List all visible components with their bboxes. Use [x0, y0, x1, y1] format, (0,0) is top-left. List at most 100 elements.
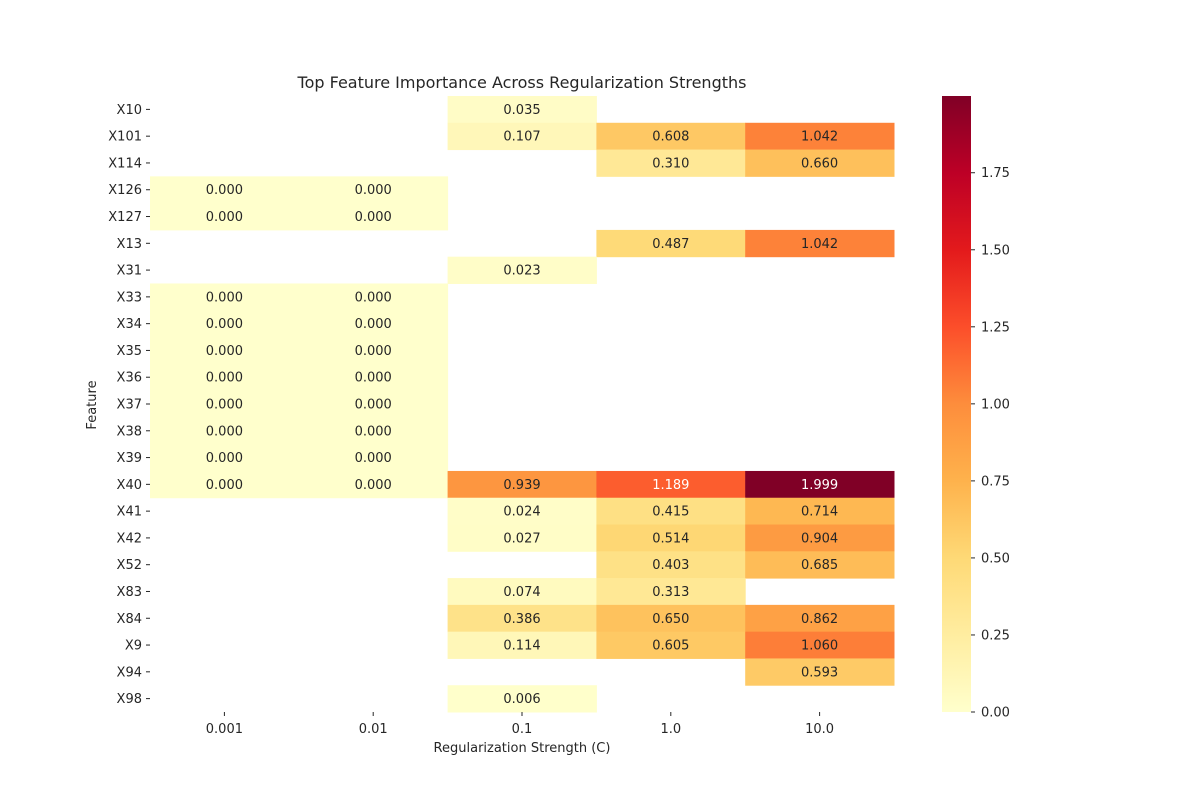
- x-tick-label: 0.1: [512, 722, 533, 737]
- cell-value-label: 0.605: [652, 639, 689, 654]
- heatmap-cell: [596, 551, 746, 579]
- y-tick-label: X126: [108, 183, 142, 198]
- cell-value-label: 0.000: [355, 344, 392, 359]
- colorbar: 0.00 0.25 0.50 0.75 1.00 1.25 1.50 1.75: [942, 96, 1010, 721]
- heatmap-cell: [447, 524, 597, 552]
- heatmap-cell: [596, 578, 746, 606]
- heatmap-cell: [298, 337, 449, 365]
- cell-value-label: 0.000: [206, 183, 243, 198]
- cell-value-label: 0.000: [206, 317, 243, 332]
- heatmap-cell: [298, 390, 449, 418]
- y-tick-label: X114: [108, 156, 142, 171]
- y-tick-label: X38: [117, 424, 142, 439]
- cell-value-label: 0.000: [206, 398, 243, 413]
- heatmap-cell: [596, 470, 746, 499]
- heatmap-cell: [298, 363, 449, 392]
- colorbar-tick-label: 0.25: [981, 628, 1010, 643]
- cell-value-label: 0.114: [503, 639, 540, 654]
- heatmap-cell: [447, 604, 597, 633]
- heatmap-cell: [447, 256, 597, 284]
- y-tick-label: X84: [117, 612, 142, 627]
- heatmap-cell: [150, 470, 300, 499]
- heatmap-cell: [745, 551, 895, 579]
- colorbar-tick-label: 1.00: [981, 397, 1010, 412]
- x-tick-label: 0.001: [206, 722, 243, 737]
- cell-value-label: 0.650: [652, 612, 689, 627]
- x-axis-ticks: 0.001 0.01 0.1 1.0 10.0: [206, 712, 834, 737]
- cell-value-label: 0.939: [503, 478, 540, 493]
- heatmap-cell: [596, 149, 746, 177]
- heatmap-cell: [150, 417, 300, 445]
- chart-title: Top Feature Importance Across Regulariza…: [297, 73, 747, 92]
- heatmap-cell: [596, 229, 746, 258]
- cell-value-label: 0.403: [652, 558, 689, 573]
- heatmap-cell: [298, 203, 449, 231]
- heatmap-cell: [298, 176, 449, 204]
- colorbar-tick-label: 1.75: [981, 166, 1010, 181]
- cell-value-label: 0.000: [355, 424, 392, 439]
- colorbar-ticks: 0.00 0.25 0.50 0.75 1.00 1.25 1.50 1.75: [971, 166, 1010, 721]
- colorbar-gradient: [942, 96, 971, 712]
- heatmap-cell: [745, 122, 895, 151]
- cell-value-label: 0.000: [355, 451, 392, 466]
- y-tick-label: X31: [117, 264, 142, 279]
- y-tick-label: X42: [117, 531, 142, 546]
- y-axis-label: Feature: [85, 380, 100, 429]
- heatmap-cells: 0.035 0.107 0.608 1.042 0.310 0.660 0.000 0.000…: [150, 96, 895, 713]
- heatmap-cell: [447, 685, 597, 713]
- cell-value-label: 1.042: [801, 237, 838, 252]
- cell-value-label: 0.685: [801, 558, 838, 573]
- y-tick-label: X36: [117, 371, 142, 386]
- y-tick-label: X10: [117, 103, 142, 118]
- y-tick-label: X37: [117, 398, 142, 413]
- cell-value-label: 0.000: [206, 451, 243, 466]
- cell-value-label: 0.487: [652, 237, 689, 252]
- cell-value-label: 1.042: [801, 130, 838, 145]
- y-tick-label: X40: [117, 478, 142, 493]
- heatmap-cell: [150, 310, 300, 338]
- cell-value-label: 0.000: [355, 183, 392, 198]
- heatmap-cell: [150, 390, 300, 418]
- heatmap-cell: [298, 444, 449, 472]
- heatmap-cell: [745, 229, 895, 258]
- heatmap-cell: [150, 283, 300, 311]
- heatmap-cell: [447, 122, 597, 151]
- heatmap-cell: [596, 497, 746, 526]
- heatmap-cell: [150, 337, 300, 365]
- cell-value-label: 0.904: [801, 531, 838, 546]
- cell-value-label: 0.000: [206, 290, 243, 305]
- cell-value-label: 0.000: [206, 424, 243, 439]
- cell-value-label: 0.024: [503, 505, 540, 520]
- cell-value-label: 0.000: [355, 290, 392, 305]
- cell-value-label: 0.000: [206, 478, 243, 493]
- heatmap-cell: [150, 203, 300, 231]
- heatmap-cell: [150, 176, 300, 204]
- colorbar-tick-label: 0.50: [981, 551, 1010, 566]
- colorbar-tick-label: 1.25: [981, 320, 1010, 335]
- cell-value-label: 0.000: [206, 210, 243, 225]
- cell-value-label: 0.514: [652, 531, 689, 546]
- cell-value-label: 0.000: [206, 371, 243, 386]
- y-tick-label: X9: [125, 639, 142, 654]
- x-tick-label: 0.01: [359, 722, 388, 737]
- cell-value-label: 0.714: [801, 505, 838, 520]
- y-tick-label: X39: [117, 451, 142, 466]
- y-tick-label: X33: [117, 290, 142, 305]
- cell-value-label: 0.023: [503, 264, 540, 279]
- heatmap-cell: [447, 470, 597, 499]
- heatmap-cell: [150, 363, 300, 392]
- heatmap-cell: [596, 604, 746, 633]
- heatmap-cell: [745, 470, 895, 499]
- heatmap-cell: [745, 604, 895, 633]
- cell-value-label: 0.074: [503, 585, 540, 600]
- cell-value-label: 0.000: [206, 344, 243, 359]
- heatmap-cell: [596, 524, 746, 552]
- x-axis-label: Regularization Strength (C): [434, 741, 611, 756]
- y-tick-label: X13: [117, 237, 142, 252]
- cell-value-label: 0.313: [652, 585, 689, 600]
- cell-value-label: 0.107: [503, 130, 540, 145]
- cell-value-label: 0.608: [652, 130, 689, 145]
- x-tick-label: 1.0: [660, 722, 681, 737]
- heatmap-cell: [745, 524, 895, 552]
- y-tick-label: X94: [117, 665, 142, 680]
